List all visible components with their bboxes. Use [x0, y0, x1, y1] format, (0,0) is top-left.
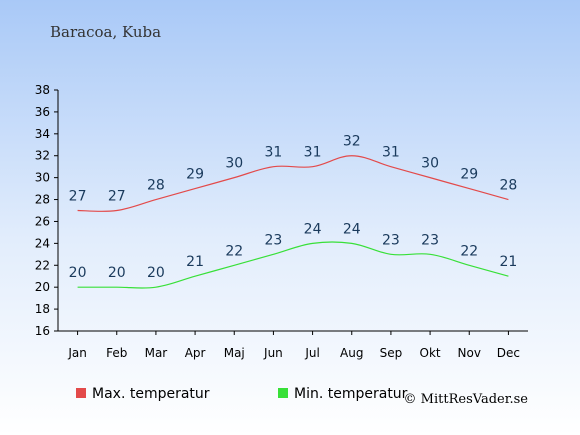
y-tick-label: 22 [35, 258, 50, 272]
x-tick-label: Dec [497, 346, 520, 360]
y-tick-label: 36 [35, 105, 50, 119]
max-temp-label: 28 [147, 178, 165, 194]
max-temperature-line [77, 155, 509, 212]
x-tick-label: Apr [185, 346, 206, 360]
x-tick-label: Nov [458, 346, 481, 360]
x-tick-label: Jul [304, 346, 319, 360]
max-temp-label: 31 [304, 145, 322, 161]
data-labels: 27 27 28 29 30 31 31 32 31 30 29 28 20 20 20 21 22 23 24 24… [69, 134, 518, 281]
series-layer [77, 155, 509, 289]
min-temp-label: 22 [225, 243, 243, 259]
legend-swatch-min [278, 388, 288, 398]
max-temp-label: 31 [382, 145, 400, 161]
min-temp-label: 20 [69, 265, 87, 281]
y-tick-label: 16 [35, 324, 50, 338]
y-tick-label: 38 [35, 83, 50, 97]
max-temp-label: 28 [500, 178, 518, 194]
axes: 16 18 20 22 24 26 28 30 32 34 36 38 Jan Feb Mar Apr Maj J… [35, 83, 528, 360]
y-tick-label: 20 [35, 280, 50, 294]
min-temp-label: 24 [343, 221, 361, 237]
min-temp-label: 23 [421, 232, 439, 248]
min-temp-label: 22 [460, 243, 478, 259]
x-tick-label: Maj [224, 346, 245, 360]
legend-label-min: Min. temperatur [294, 386, 408, 402]
min-temp-label: 20 [147, 265, 165, 281]
y-tick-label: 18 [35, 302, 50, 316]
max-temp-label: 32 [343, 134, 361, 150]
legend-swatch-max [76, 388, 86, 398]
max-temp-label: 29 [186, 167, 204, 183]
y-tick-label: 32 [35, 149, 50, 163]
credit-text: © MittResVader.se [404, 392, 529, 407]
y-tick-label: 24 [35, 236, 50, 250]
min-temp-label: 23 [265, 232, 283, 248]
x-tick-label: Mar [145, 346, 168, 360]
legend-label-max: Max. temperatur [92, 386, 210, 402]
min-temp-label: 21 [500, 254, 518, 270]
y-tick-label: 28 [35, 193, 50, 207]
legend: Max. temperatur Min. temperatur [76, 386, 408, 402]
x-tick-label: Aug [340, 346, 363, 360]
min-temp-label: 23 [382, 232, 400, 248]
max-temp-label: 30 [421, 156, 439, 172]
min-temp-label: 24 [304, 221, 322, 237]
y-tick-label: 34 [35, 127, 50, 141]
max-temp-label: 27 [108, 189, 126, 205]
x-tick-label: Jun [263, 346, 283, 360]
x-tick-label: Sep [380, 346, 403, 360]
min-temp-label: 21 [186, 254, 204, 270]
x-tick-label: Feb [106, 346, 127, 360]
chart-title: Baracoa, Kuba [50, 23, 161, 41]
y-tick-label: 30 [35, 171, 50, 185]
min-temperature-line [77, 241, 509, 289]
min-temp-label: 20 [108, 265, 126, 281]
x-tick-label: Jan [67, 346, 87, 360]
x-tick-label: Okt [420, 346, 441, 360]
max-temp-label: 27 [69, 189, 87, 205]
max-temp-label: 29 [460, 167, 478, 183]
max-temp-label: 30 [225, 156, 243, 172]
max-temp-label: 31 [265, 145, 283, 161]
y-tick-label: 26 [35, 214, 50, 228]
